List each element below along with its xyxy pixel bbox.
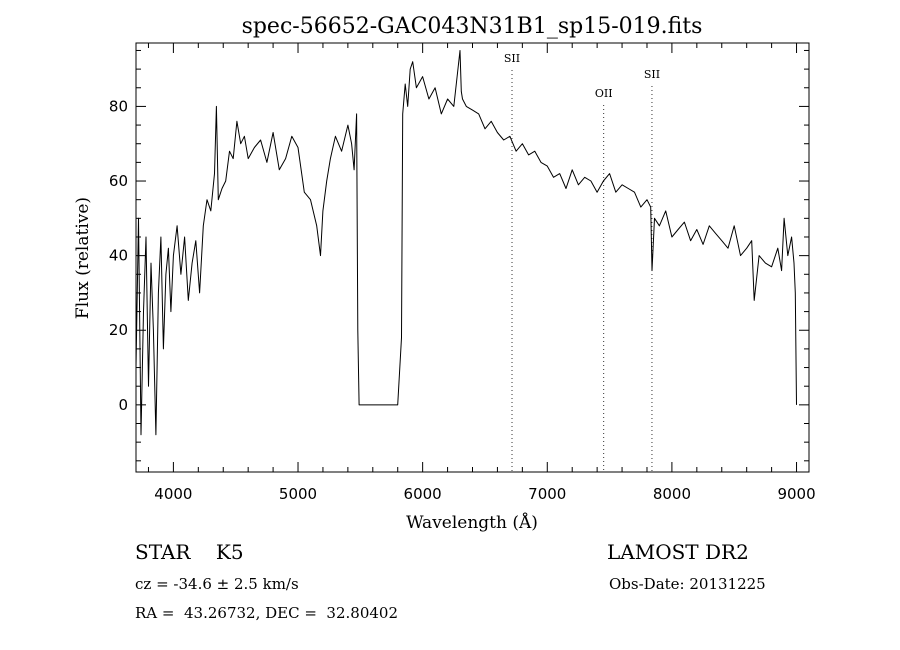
x-tick-labels: 4000 5000 6000 7000 8000 9000 xyxy=(154,485,815,503)
y-tick-label: 40 xyxy=(109,247,128,265)
spectrum-series xyxy=(135,50,797,436)
emission-line-markers: SII OII SII xyxy=(504,52,660,472)
x-axis-label: Wavelength (Å) xyxy=(406,512,538,533)
chart-title: spec-56652-GAC043N31B1_sp15-019.fits xyxy=(242,14,703,39)
x-tick-label: 7000 xyxy=(528,485,566,503)
spectrum-line xyxy=(135,50,797,436)
x-tick-label: 4000 xyxy=(154,485,192,503)
sky-coordinates: RA = 43.26732, DEC = 32.80402 xyxy=(135,604,399,622)
y-tick-label: 0 xyxy=(118,396,128,414)
x-tick-label: 6000 xyxy=(404,485,442,503)
redshift-velocity: cz = -34.6 ± 2.5 km/s xyxy=(135,575,299,593)
observation-date: Obs-Date: 20131225 xyxy=(609,575,766,593)
x-tick-label: 9000 xyxy=(777,485,815,503)
y-axis-label: Flux (relative) xyxy=(73,197,93,319)
x-tick-label: 8000 xyxy=(653,485,691,503)
y-tick-labels: 0 20 40 60 80 xyxy=(109,97,128,413)
survey-name: LAMOST DR2 xyxy=(607,540,749,564)
y-tick-label: 60 xyxy=(109,172,128,190)
plot-frame xyxy=(135,42,810,473)
emission-line-label: SII xyxy=(644,68,660,81)
y-tick-label: 20 xyxy=(109,321,128,339)
x-tick-label: 5000 xyxy=(279,485,317,503)
object-class: STAR K5 xyxy=(135,540,244,564)
emission-line-label: SII xyxy=(504,52,520,65)
emission-line-label: OII xyxy=(595,87,613,100)
axis-ticks xyxy=(136,43,809,472)
y-tick-label: 80 xyxy=(109,97,128,115)
